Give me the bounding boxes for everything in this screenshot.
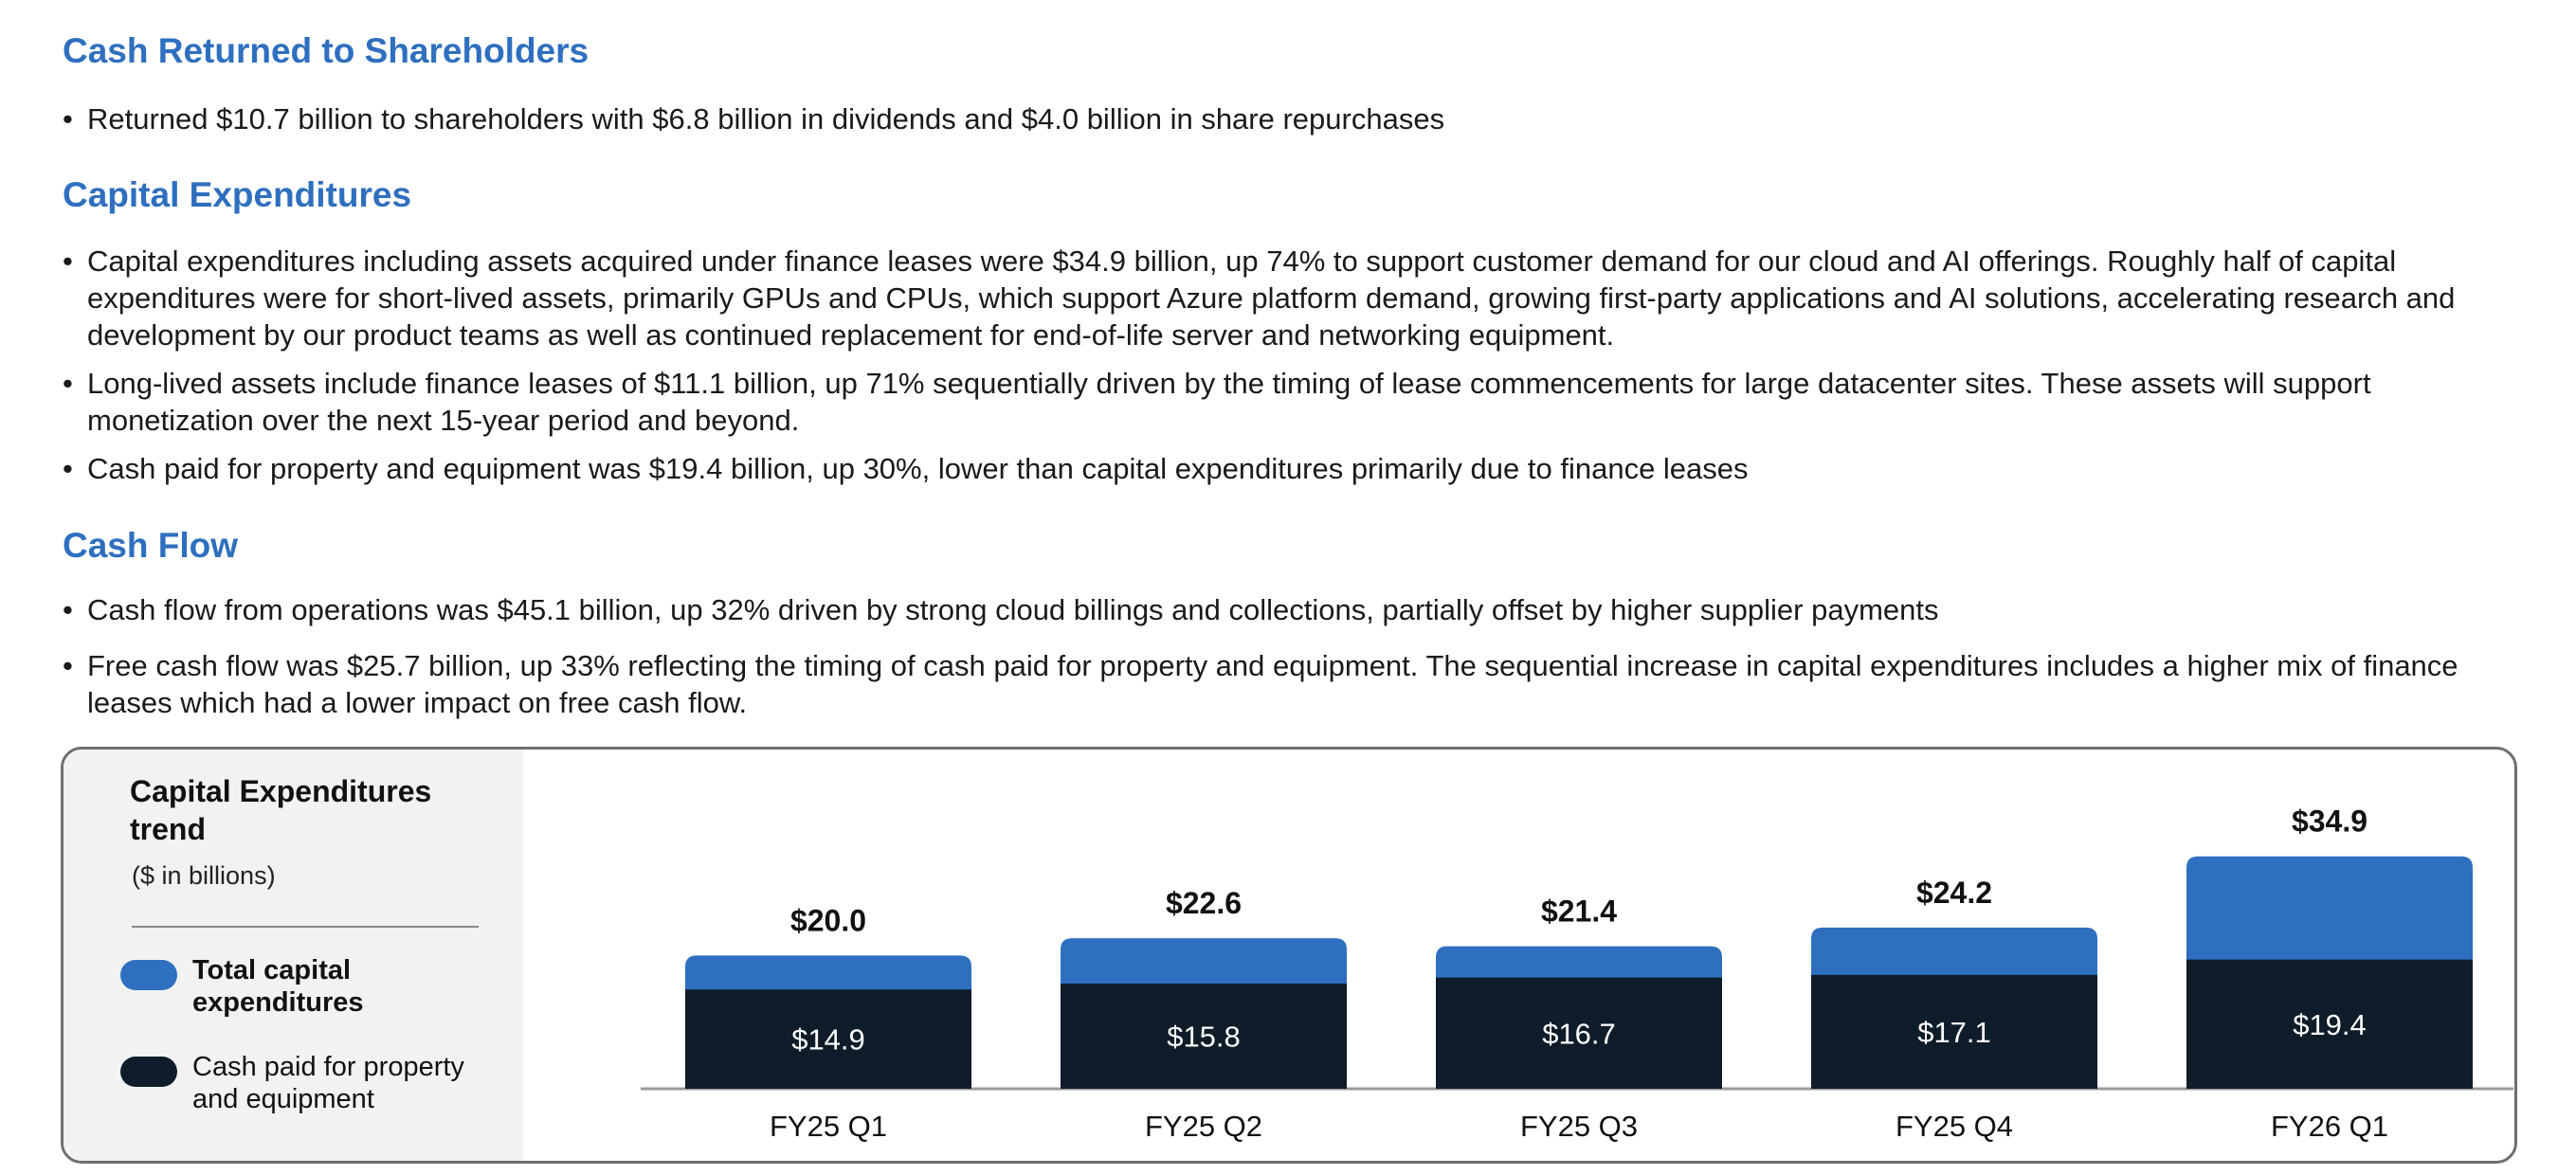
bar-cash-paid bbox=[1811, 974, 2097, 1089]
x-tick-label: FY25 Q4 bbox=[1896, 1110, 2013, 1143]
legend-label-total-capex: Total capital expenditures bbox=[192, 955, 364, 1018]
section-title-cash-flow: Cash Flow bbox=[63, 526, 239, 565]
bar-cash-paid bbox=[2186, 959, 2473, 1089]
x-tick-label: FY25 Q2 bbox=[1145, 1110, 1262, 1143]
legend-swatch-cash-paid bbox=[120, 1057, 177, 1087]
data-label-total-capex: $24.2 bbox=[1916, 876, 1992, 910]
section-title-cash-returned: Cash Returned to Shareholders bbox=[63, 31, 590, 70]
legend-swatch-total-capex bbox=[120, 960, 177, 990]
bar-cash-paid bbox=[1436, 977, 1722, 1089]
x-tick-label: FY25 Q1 bbox=[770, 1110, 887, 1143]
data-label-cash-paid: $16.7 bbox=[1542, 1017, 1616, 1050]
data-label-cash-paid: $19.4 bbox=[2293, 1008, 2367, 1041]
data-label-cash-paid: $14.9 bbox=[791, 1023, 865, 1057]
bullet-item: Cash flow from operations was $45.1 bill… bbox=[63, 591, 2519, 628]
capex-trend-chart: Capital Expenditures trend ($ in billion… bbox=[61, 747, 2517, 1164]
x-tick-label: FY25 Q3 bbox=[1520, 1110, 1638, 1143]
bullet-item: Long-lived assets include finance leases… bbox=[63, 365, 2519, 439]
legend-divider bbox=[132, 926, 479, 928]
data-label-total-capex: $20.0 bbox=[790, 903, 866, 937]
chart-title: Capital Expenditures trend bbox=[130, 774, 432, 846]
chart-unit: ($ in billions) bbox=[132, 861, 276, 890]
bullet-item: Cash paid for property and equipment was… bbox=[63, 450, 2519, 487]
bullet-item: Free cash flow was $25.7 billion, up 33%… bbox=[63, 647, 2519, 721]
legend-label-cash-paid: Cash paid for property and equipment bbox=[192, 1052, 464, 1114]
data-label-total-capex: $21.4 bbox=[1541, 895, 1617, 929]
x-tick-label: FY26 Q1 bbox=[2271, 1110, 2388, 1143]
data-label-cash-paid: $15.8 bbox=[1167, 1020, 1241, 1053]
data-label-total-capex: $34.9 bbox=[2292, 804, 2367, 839]
data-label-cash-paid: $17.1 bbox=[1917, 1016, 1991, 1049]
cash-returned-bullets: Returned $10.7 billion to shareholders w… bbox=[63, 100, 2519, 137]
bar-cash-paid bbox=[1061, 983, 1347, 1089]
data-label-total-capex: $22.6 bbox=[1166, 886, 1242, 920]
chart-plot-area: $20.0 $14.9 FY25 Q1 $22.6 $15.8 FY25 Q2 $21.4 $… bbox=[641, 804, 2513, 1143]
bullet-item: Capital expenditures including assets ac… bbox=[63, 243, 2519, 353]
bar-cash-paid bbox=[685, 989, 971, 1089]
capex-bullets: Capital expenditures including assets ac… bbox=[63, 243, 2519, 487]
section-title-capex: Capital Expenditures bbox=[63, 175, 412, 214]
cash-flow-bullets: Cash flow from operations was $45.1 bill… bbox=[63, 591, 2519, 721]
bullet-item: Returned $10.7 billion to shareholders w… bbox=[63, 100, 2519, 137]
chart-legend-panel: Capital Expenditures trend ($ in billion… bbox=[63, 750, 523, 1161]
